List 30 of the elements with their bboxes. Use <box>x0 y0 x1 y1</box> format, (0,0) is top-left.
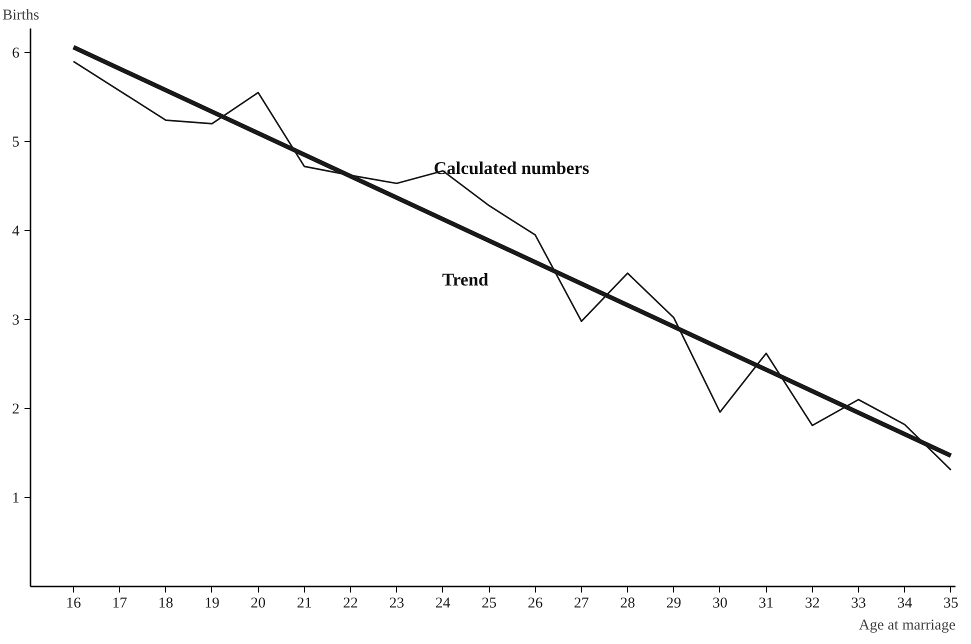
x-tick-label: 23 <box>389 596 404 612</box>
x-tick-label: 25 <box>482 596 497 612</box>
y-tick-label: 3 <box>12 312 20 329</box>
x-tick-label: 16 <box>66 596 82 612</box>
x-tick-label: 27 <box>574 596 590 612</box>
y-tick-label: 1 <box>12 490 20 507</box>
x-tick-label: 34 <box>897 596 913 612</box>
y-tick-label: 6 <box>12 46 20 62</box>
x-tick-label: 26 <box>528 596 544 612</box>
x-tick-label: 17 <box>112 596 128 612</box>
x-tick-label: 21 <box>296 596 312 612</box>
x-tick-label: 22 <box>343 596 358 612</box>
x-tick-label: 33 <box>851 596 866 612</box>
y-axis-title: Births <box>2 8 40 24</box>
x-tick-label: 28 <box>620 596 636 612</box>
x-tick-label: 19 <box>204 596 220 612</box>
y-tick-label: 2 <box>12 402 20 418</box>
x-axis-title: Age at marriage <box>858 618 956 634</box>
y-tick-label: 4 <box>12 224 20 240</box>
y-tick-label: 5 <box>12 134 20 151</box>
x-tick-label: 29 <box>666 596 682 612</box>
x-tick-label: 30 <box>712 596 728 612</box>
x-tick-label: 31 <box>758 596 774 612</box>
x-tick-label: 20 <box>250 596 266 612</box>
x-tick-label: 18 <box>158 596 174 612</box>
annotation: Trend <box>442 270 488 290</box>
x-tick-label: 24 <box>435 596 451 612</box>
x-tick-label: 35 <box>943 596 958 612</box>
x-tick-label: 32 <box>804 596 820 612</box>
annotation: Calculated numbers <box>434 158 590 178</box>
